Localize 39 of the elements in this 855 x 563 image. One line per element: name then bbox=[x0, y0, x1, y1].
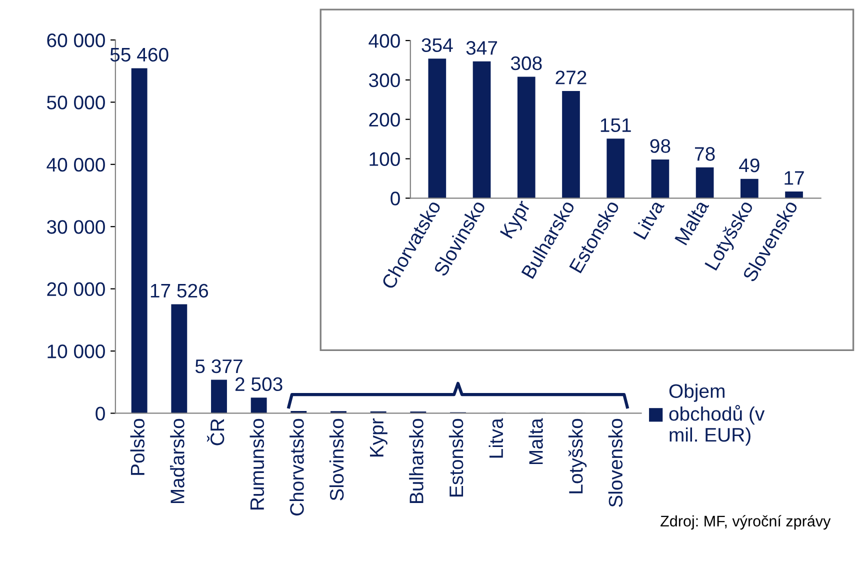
y-tick-label: 200 bbox=[369, 112, 400, 127]
y-tick-label: 100 bbox=[370, 152, 400, 166]
x-tick-label: Maďarsko bbox=[170, 418, 184, 504]
x-tick-label: Litva bbox=[488, 418, 504, 458]
data-label: 5 377 bbox=[195, 359, 242, 374]
data-label: 17 526 bbox=[150, 284, 208, 298]
data-label: 151 bbox=[600, 118, 631, 132]
x-tick-label: Chorvatsko bbox=[290, 418, 304, 516]
x-tick-label: ČR bbox=[207, 419, 224, 446]
legend-label: Objem obchodů (v mil. EUR) bbox=[669, 384, 765, 446]
data-label: 78 bbox=[695, 147, 715, 161]
y-tick-label: 50 000 bbox=[47, 96, 105, 110]
data-label: 354 bbox=[422, 38, 453, 52]
y-tick-label: 60 000 bbox=[47, 33, 105, 48]
data-label: 308 bbox=[510, 56, 542, 70]
data-label: 49 bbox=[739, 158, 760, 172]
x-tick-label: Rumunsko bbox=[250, 418, 264, 510]
x-tick-label: Polsko bbox=[130, 418, 145, 475]
x-tick-label: Slovinsko bbox=[329, 418, 344, 500]
data-label: 2 503 bbox=[235, 377, 282, 392]
y-tick-label: 300 bbox=[368, 73, 400, 88]
x-tick-label: Slovensko bbox=[608, 418, 623, 507]
x-tick-label: Estonsko bbox=[448, 418, 464, 496]
text: Zdroj: MF, výroční zprávy bbox=[660, 515, 831, 530]
y-tick-label: 400 bbox=[368, 34, 400, 48]
y-tick-label: 30 000 bbox=[46, 220, 105, 234]
data-label: 347 bbox=[466, 41, 498, 55]
data-label: 98 bbox=[650, 139, 670, 153]
data-label: 272 bbox=[556, 70, 586, 84]
x-tick-label: Bulharsko bbox=[409, 418, 424, 503]
y-tick-label: 20 000 bbox=[47, 282, 105, 296]
y-tick-label: 10 000 bbox=[48, 344, 105, 358]
x-tick-label: Malta bbox=[528, 418, 543, 464]
data-label: 17 bbox=[784, 171, 804, 185]
x-tick-label: Lotyšsko bbox=[568, 418, 587, 494]
y-tick-label: 0 bbox=[96, 406, 105, 420]
y-tick-label: 40 000 bbox=[46, 158, 105, 172]
x-tick-label: Kypr bbox=[370, 418, 388, 456]
data-label: 55 460 bbox=[110, 48, 168, 62]
